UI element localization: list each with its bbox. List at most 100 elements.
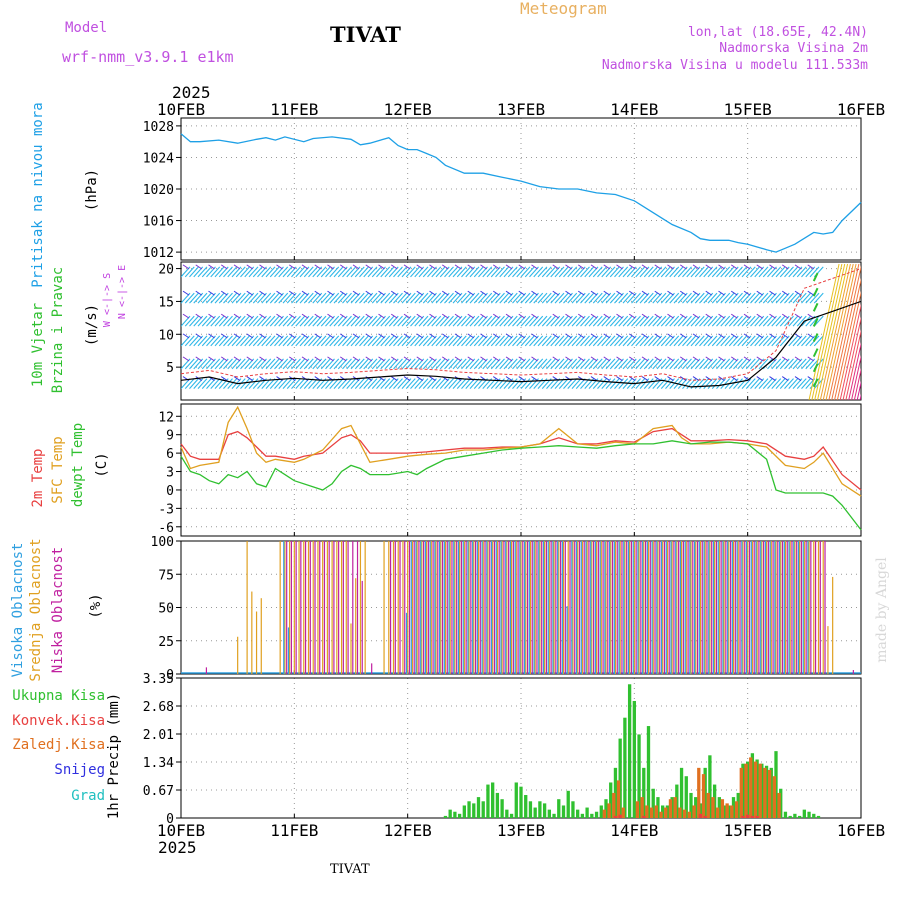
wind-barb xyxy=(758,378,769,389)
wind-barb-strong xyxy=(817,263,849,400)
precip-total-bar xyxy=(505,809,509,818)
wind-barb-flag xyxy=(705,313,713,319)
wind-barb xyxy=(482,266,493,278)
wind-barb xyxy=(422,358,433,370)
wind-barb-flag xyxy=(641,356,649,362)
wind-barb xyxy=(295,335,306,347)
wind-barb xyxy=(592,266,603,278)
wind-barb xyxy=(686,266,697,278)
wind-barb xyxy=(346,266,357,278)
wind-barb xyxy=(507,378,518,389)
wind-barb-flag xyxy=(769,356,776,362)
precip-grid-bar xyxy=(701,774,706,818)
wind-barb xyxy=(648,292,658,304)
wind-barb-flag xyxy=(730,313,738,319)
wind-barb xyxy=(333,315,344,327)
wind-barb xyxy=(571,292,582,304)
precip-total-bar xyxy=(807,811,811,818)
wind-barb-flag xyxy=(390,290,398,296)
wind-barb-flag xyxy=(441,290,449,296)
wind-barb xyxy=(618,378,629,389)
precip-total-bar xyxy=(491,782,495,818)
wind-barb xyxy=(711,358,722,370)
wind-barb xyxy=(762,292,773,304)
wind-barb xyxy=(643,335,654,347)
wind-barb-flag xyxy=(769,264,776,270)
wind-barb-flag xyxy=(743,290,751,296)
wind-barb xyxy=(210,358,221,370)
wind-barb xyxy=(520,315,531,327)
wind-barb-flag xyxy=(454,290,462,296)
wind-barb-flag xyxy=(259,313,266,319)
wind-barb xyxy=(444,292,454,304)
wind-barb xyxy=(303,315,314,327)
wind-barb xyxy=(359,358,369,370)
wind-barb xyxy=(235,292,246,304)
wind-barb xyxy=(499,292,510,304)
wind-barb xyxy=(291,358,301,370)
wind-barb xyxy=(609,315,620,327)
wind-barb xyxy=(660,292,671,304)
wind-barb xyxy=(269,378,280,389)
wind-barb xyxy=(261,266,272,278)
wind-barb-flag xyxy=(352,333,360,339)
wind-marker xyxy=(812,333,819,342)
wind-barb-flag xyxy=(679,333,687,339)
precip-grid-bar xyxy=(635,801,640,818)
wind-barb xyxy=(316,315,327,327)
wind-barb-flag xyxy=(730,356,738,362)
wind-barb xyxy=(541,315,552,327)
time-label-bottom: 13FEB xyxy=(497,821,545,840)
wind-barb-flag xyxy=(756,290,764,296)
time-label-top: 14FEB xyxy=(610,100,658,119)
wind-barb-flag xyxy=(781,356,789,362)
wind-barb-flag xyxy=(628,290,636,296)
wind-barb-flag xyxy=(667,356,674,362)
precip-grid-bar xyxy=(749,757,753,818)
wind-barb xyxy=(333,378,344,389)
precip-legend-item: Zaledj.Kisa xyxy=(12,737,105,753)
precip-grid-bar xyxy=(763,767,767,818)
wind-barb-flag xyxy=(365,333,373,339)
wind-barb xyxy=(541,292,552,304)
wind-barb-flag xyxy=(416,376,424,381)
wind-barb xyxy=(635,315,646,327)
wind-barb xyxy=(456,266,467,278)
wind-barb xyxy=(656,292,667,304)
wind-barb-flag xyxy=(327,290,334,296)
wind-barb xyxy=(648,358,658,370)
wind-barb xyxy=(444,378,454,389)
wind-barb-flag xyxy=(616,290,623,296)
wind-barb xyxy=(682,358,692,370)
wind-barb xyxy=(537,335,548,347)
wind-barb-flag xyxy=(233,376,241,381)
wind-barb-flag xyxy=(743,313,751,319)
wind-barb xyxy=(750,266,760,278)
pressure-line xyxy=(180,133,862,253)
wind-barb xyxy=(571,358,582,370)
wind-barb xyxy=(541,335,552,347)
wind-barb xyxy=(699,266,709,278)
wind-barb-flag xyxy=(467,290,475,296)
wind-barb xyxy=(397,266,408,278)
wind-barb xyxy=(643,266,654,278)
wind-barb xyxy=(380,292,391,304)
wind-barb xyxy=(707,358,718,370)
wind-barb xyxy=(669,358,680,370)
wind-barb xyxy=(265,358,276,370)
y-tick-label: 3 xyxy=(166,466,174,481)
wind-barb xyxy=(605,315,616,327)
wind-barb xyxy=(507,266,518,278)
wind-barb-flag xyxy=(794,264,802,270)
wind-barb xyxy=(788,378,799,389)
precip-conv-bar xyxy=(698,813,703,818)
wind-barb-flag xyxy=(429,313,436,319)
wind-barb xyxy=(499,266,510,278)
wind-barb xyxy=(431,335,442,347)
y-tick-label: 2.68 xyxy=(143,700,174,715)
wind-barb xyxy=(248,378,259,389)
wind-barb-flag xyxy=(454,313,462,319)
wind-barb xyxy=(223,266,233,278)
wind-barb-flag xyxy=(705,290,713,296)
wind-barb xyxy=(499,378,510,389)
